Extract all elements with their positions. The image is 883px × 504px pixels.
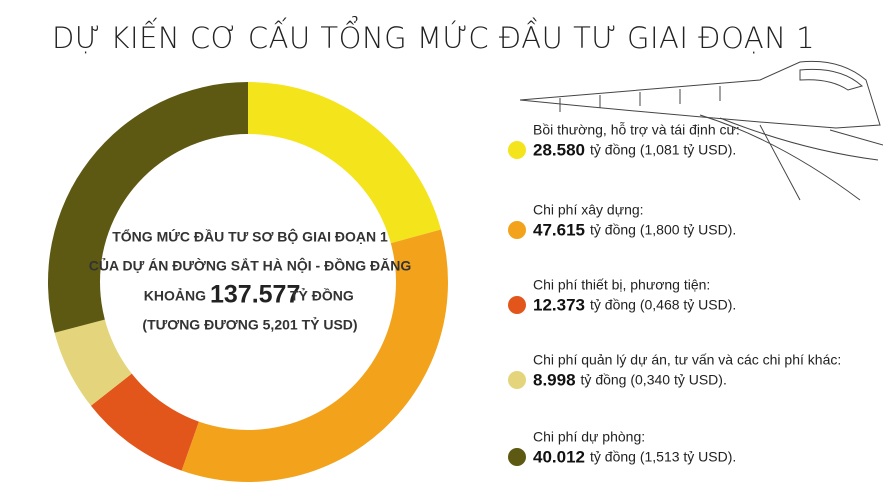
legend-dot	[508, 371, 526, 389]
legend-label: Chi phí thiết bị, phương tiện:	[533, 277, 710, 293]
chart-title: DỰ KIẾN CƠ CẤU TỔNG MỨC ĐẦU TƯ GIAI ĐOẠN…	[52, 17, 815, 55]
legend-detail: tỷ đồng (0,468 tỷ USD).	[590, 297, 736, 313]
center-prefix: KHOẢNG	[144, 288, 206, 304]
center-total: 137.577	[210, 281, 300, 309]
legend-label: Chi phí xây dựng:	[533, 202, 644, 218]
legend-dot	[508, 448, 526, 466]
legend-value: 47.615	[533, 220, 585, 239]
legend-dot	[508, 221, 526, 239]
center-line: CỦA DỰ ÁN ĐƯỜNG SẮT HÀ NỘI - ĐỒNG ĐĂNG	[89, 257, 412, 274]
center-line: TỔNG MỨC ĐẦU TƯ SƠ BỘ GIAI ĐOẠN 1	[112, 228, 388, 245]
legend-value: 40.012	[533, 447, 585, 466]
center-line: (TƯƠNG ĐƯƠNG 5,201 TỶ USD)	[142, 317, 357, 333]
legend-dot	[508, 141, 526, 159]
legend: Bồi thường, hỗ trợ và tái định cư: 28.580…	[508, 122, 841, 466]
center-suffix: TỶ ĐỒNG	[290, 287, 354, 304]
donut-hole	[100, 134, 396, 430]
legend-detail: tỷ đồng (0,340 tỷ USD).	[581, 372, 727, 388]
legend-value: 8.998	[533, 370, 576, 389]
legend-dot	[508, 296, 526, 314]
legend-detail: tỷ đồng (1,513 tỷ USD).	[590, 449, 736, 465]
legend-value: 28.580	[533, 140, 585, 159]
train-drawing	[519, 60, 883, 201]
legend-label: Chi phí dự phòng:	[533, 429, 645, 445]
legend-label: Chi phí quản lý dự án, tư vấn và các chi…	[533, 352, 841, 368]
legend-value: 12.373	[533, 295, 585, 314]
legend-label: Bồi thường, hỗ trợ và tái định cư:	[533, 122, 740, 138]
legend-detail: tỷ đồng (1,081 tỷ USD).	[590, 142, 736, 158]
legend-detail: tỷ đồng (1,800 tỷ USD).	[590, 222, 736, 238]
